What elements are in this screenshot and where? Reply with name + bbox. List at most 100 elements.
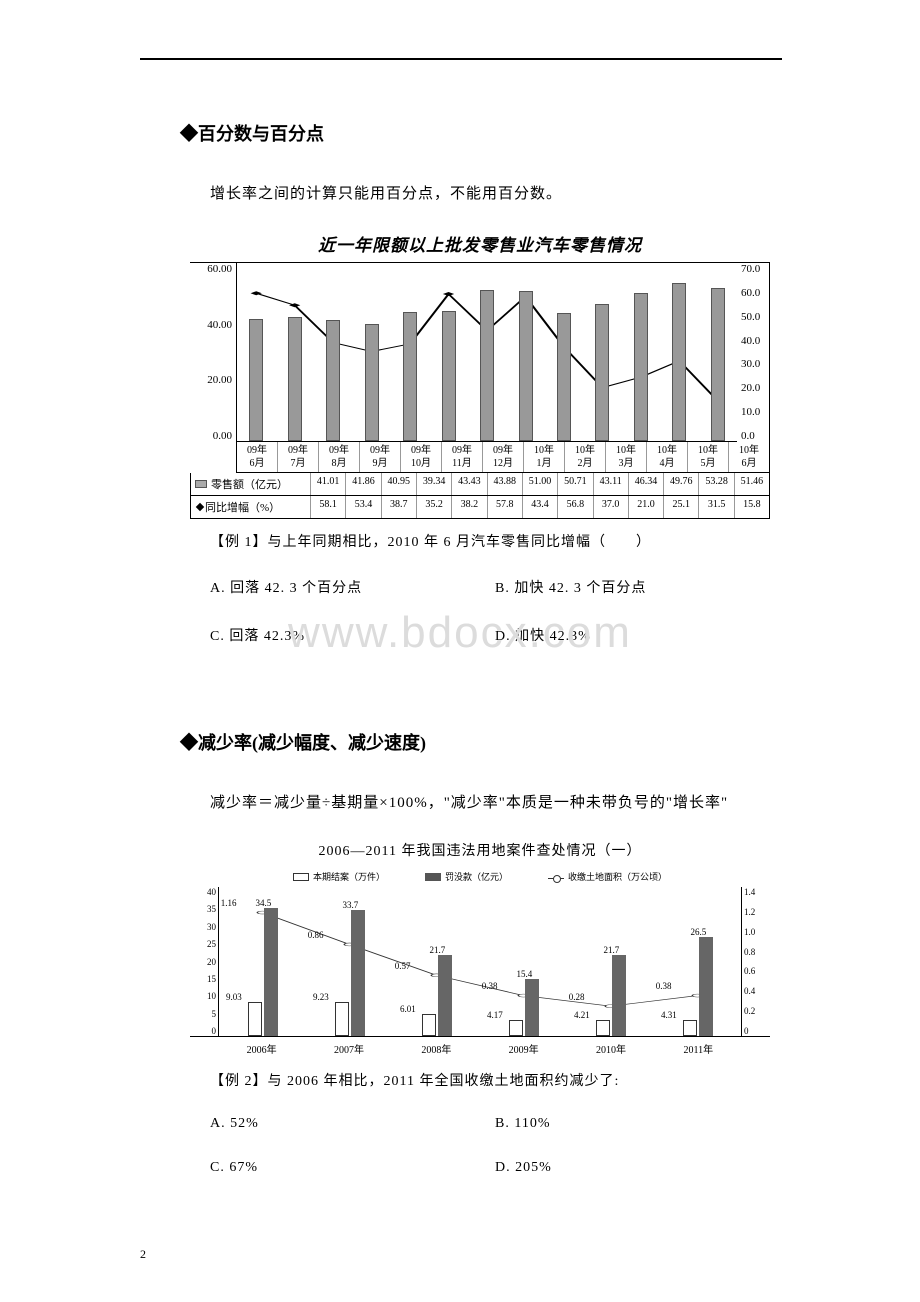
chart2-x-cell: 2010年 (567, 1037, 654, 1056)
chart2-bar-fines (612, 955, 626, 1036)
page-number: 2 (140, 1247, 146, 1262)
chart1-col (622, 263, 660, 441)
chart1-sales-cell: 51.00 (522, 473, 557, 495)
chart2-ytick-right: 0.6 (744, 966, 755, 976)
chart1-bar (557, 313, 571, 441)
example2-question: 【例 2】与 2006 年相比，2011 年全国收缴土地面积约减少了: (210, 1070, 750, 1090)
chart2-ytick-right: 0.8 (744, 947, 755, 957)
chart2-land-value: 0.38 (482, 981, 498, 991)
chart1-x-cell: 10年2月 (564, 442, 605, 472)
chart2-x-labels: 2006年2007年2008年2009年2010年2011年 (218, 1037, 742, 1056)
chart2-group: 4.31 26.5 0.38 (654, 887, 741, 1036)
chart2-bar-cases (596, 1020, 610, 1036)
chart2-land-value: 0.38 (656, 981, 672, 991)
chart2-bar-cases (422, 1014, 436, 1036)
chart2-ytick-left: 35 (207, 904, 216, 914)
chart1-x-cell: 10年3月 (605, 442, 646, 472)
chart1-yoy-label: 同比增幅（%） (191, 496, 311, 518)
chart2-ytick-left: 25 (207, 939, 216, 949)
chart1-sales-cell: 43.11 (593, 473, 628, 495)
chart1-sales-cells: 41.0141.8640.9539.3443.4343.8851.0050.71… (311, 473, 769, 495)
chart1-ytick-left: 0.00 (213, 430, 232, 442)
section1-sub: 增长率之间的计算只能用百分点，不能用百分数。 (210, 182, 780, 203)
chart2-land-value: 0.57 (395, 961, 411, 971)
chart1-yoy-cell: 25.1 (663, 496, 698, 518)
chart2-y-right: 1.41.21.00.80.60.40.20 (742, 887, 770, 1036)
example1-options: A. 回落 42. 3 个百分点 B. 加快 42. 3 个百分点 C. 回落 … (210, 577, 780, 645)
ex1-opt-a: A. 回落 42. 3 个百分点 (210, 577, 495, 597)
chart1-yoy-cell: 38.2 (451, 496, 486, 518)
chart2-bar-fines (351, 910, 365, 1036)
example2-options: A. 52% B. 110% C. 67% D. 205% (210, 1116, 780, 1176)
chart1-bar (711, 288, 725, 441)
chart1-ytick-right: 20.0 (741, 382, 760, 394)
chart1-col (468, 263, 506, 441)
chart1-yoy-cell: 38.7 (381, 496, 416, 518)
chart2-ytick-left: 30 (207, 922, 216, 932)
chart2-group: 4.1715.40.38 (480, 887, 567, 1036)
chart1-x-cell: 10年5月 (687, 442, 728, 472)
chart1-ytick-right: 70.0 (741, 263, 760, 275)
chart2-x-cell: 2007年 (305, 1037, 392, 1056)
chart2-group: 9.2333.70.86 (306, 887, 393, 1036)
chart2-bar-fines (438, 955, 452, 1036)
chart2-plot: 9.0334.51.169.2333.70.866.0121.70.574.17… (218, 887, 742, 1036)
chart2-ytick-left: 0 (212, 1026, 217, 1036)
ex2-opt-a: A. 52% (210, 1116, 495, 1132)
chart2-bar-fines (525, 979, 539, 1036)
section2-sub: 减少率＝减少量÷基期量×100%，"减少率"本质是一种未带负号的"增长率" (210, 791, 780, 812)
chart1-ytick-right: 30.0 (741, 358, 760, 370)
example1-question: 【例 1】与上年同期相比，2010 年 6 月汽车零售同比增幅（ ） (210, 531, 750, 551)
chart1-ytick-right: 50.0 (741, 311, 760, 323)
chart1-x-cell: 10年6月 (728, 442, 769, 472)
chart1-yoy-cell: 58.1 (311, 496, 345, 518)
chart2-land-value: 0.28 (569, 992, 585, 1002)
chart1-yoy-cell: 57.8 (487, 496, 522, 518)
page-content: ◆百分数与百分点 增长率之间的计算只能用百分点，不能用百分数。 近一年限额以上批… (0, 60, 920, 1176)
chart1-bar (480, 290, 494, 441)
chart2-fines-value: 21.7 (430, 945, 446, 955)
chart1-x-cell: 10年1月 (523, 442, 564, 472)
chart1-col (660, 263, 698, 441)
chart1-ytick-left: 60.00 (207, 263, 232, 275)
chart2-ytick-right: 1.2 (744, 907, 755, 917)
chart2-legend-1: 罚没款（亿元） (445, 870, 508, 883)
chart2-bar-cases (335, 1002, 349, 1036)
chart1-yoy-cell: 53.4 (345, 496, 380, 518)
chart1-sales-label-text: 零售额（亿元） (211, 476, 288, 492)
chart2-legend: 本期结案（万件） 罚没款（亿元） 收缴土地面积（万公顷） (190, 870, 770, 883)
ex2-opt-d: D. 205% (495, 1160, 780, 1176)
chart1-bar (249, 319, 263, 441)
chart2-legend-0: 本期结案（万件） (313, 870, 385, 883)
chart2-ytick-left: 10 (207, 991, 216, 1001)
chart1-col (545, 263, 583, 441)
chart2-bar-fines (264, 908, 278, 1037)
chart2-ytick-right: 0 (744, 1026, 749, 1036)
chart1-col (699, 263, 737, 441)
chart1-x-labels: 09年6月09年7月09年8月09年9月09年10月09年11月09年12月10… (236, 442, 770, 473)
ex1-opt-b: B. 加快 42. 3 个百分点 (495, 577, 780, 597)
chart2-bar-cases (509, 1020, 523, 1036)
chart2-title: 2006—2011 年我国违法用地案件查处情况（一） (190, 840, 770, 860)
chart1: 近一年限额以上批发零售业汽车零售情况 60.0040.0020.000.00 7… (190, 231, 770, 519)
chart1-plot: 60.0040.0020.000.00 70.060.050.040.030.0… (190, 262, 770, 442)
ex1-opt-c: C. 回落 42.3% (210, 625, 495, 645)
chart1-sales-cell: 40.95 (381, 473, 416, 495)
chart2-cases-value: 4.31 (661, 1010, 677, 1020)
chart1-bar (326, 320, 340, 441)
chart1-sales-cell: 43.88 (487, 473, 522, 495)
chart2-fines-value: 26.5 (691, 927, 707, 937)
chart1-y-left: 60.0040.0020.000.00 (190, 263, 236, 442)
chart2-land-value: 1.16 (221, 898, 237, 908)
chart2-ytick-right: 1.4 (744, 887, 755, 897)
chart1-x-cell: 09年9月 (359, 442, 400, 472)
chart2-ytick-left: 5 (212, 1009, 217, 1019)
chart2-x-cell: 2011年 (655, 1037, 742, 1056)
chart1-x-cell: 10年4月 (646, 442, 687, 472)
chart1-yoy-cell: 31.5 (698, 496, 733, 518)
chart1-bar (365, 324, 379, 441)
chart2-fines-value: 34.5 (256, 898, 272, 908)
chart1-title: 近一年限额以上批发零售业汽车零售情况 (190, 231, 770, 256)
chart2-cases-value: 9.03 (226, 992, 242, 1002)
ex2-opt-c: C. 67% (210, 1160, 495, 1176)
